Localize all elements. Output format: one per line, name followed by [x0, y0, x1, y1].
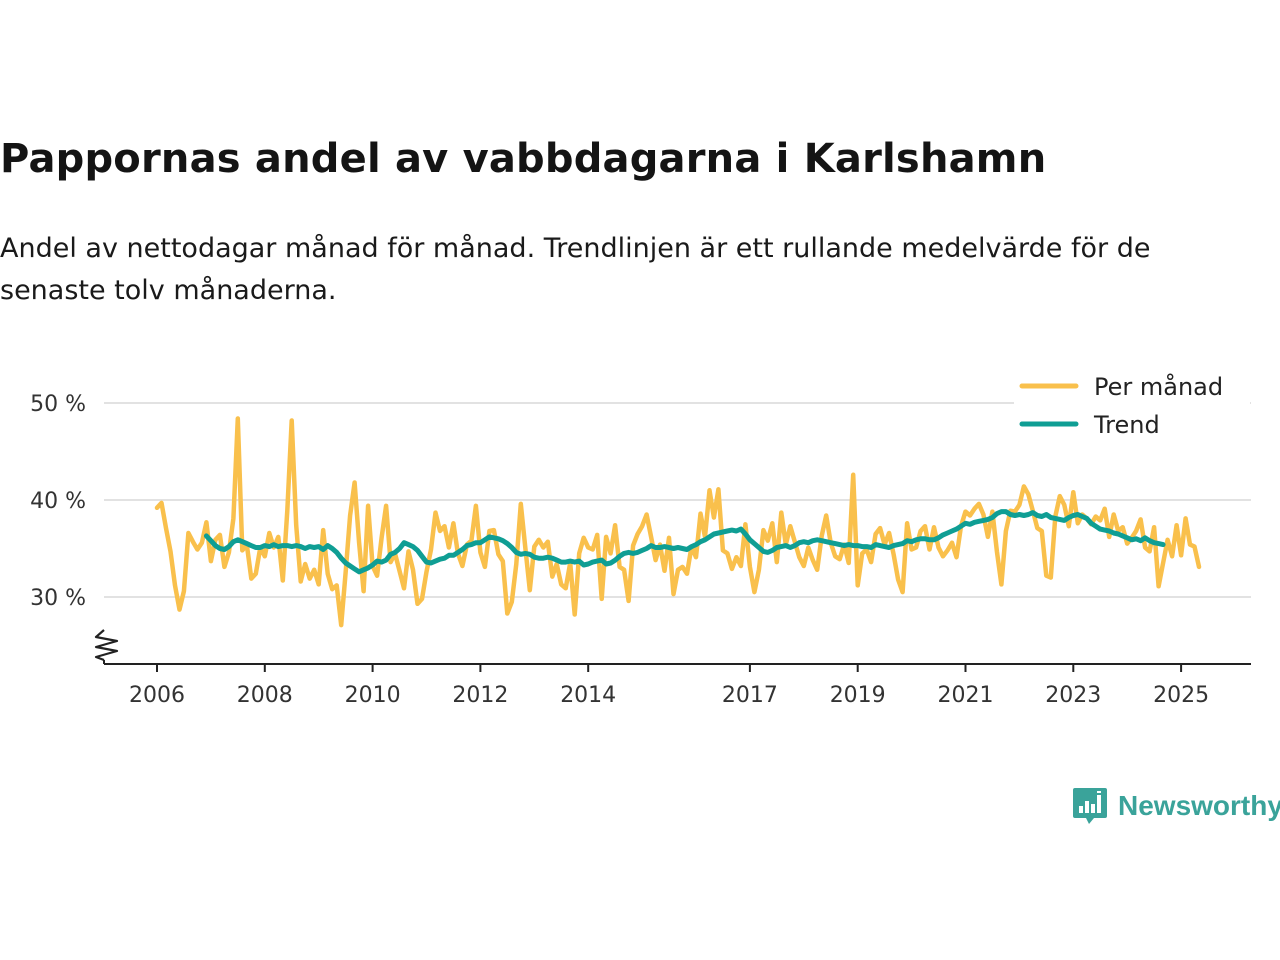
series-line-per-manad — [154, 416, 1202, 628]
brand-name: Newsworthy — [1118, 790, 1280, 821]
x-tick-label: 2019 — [830, 683, 886, 708]
series-line-trend — [203, 509, 1166, 575]
chart-title: Pappornas andel av vabbdagarna i Karlsha… — [0, 136, 1047, 182]
x-tick-label: 2025 — [1153, 683, 1209, 708]
x-tick-label: 2023 — [1045, 683, 1101, 708]
x-tick-label: 2017 — [722, 683, 778, 708]
x-tick-label: 2006 — [129, 683, 185, 708]
x-tick-label: 2012 — [452, 683, 508, 708]
newsworthy-brand: Newsworthy — [1072, 786, 1280, 826]
legend-label-per-manad: Per månad — [1094, 372, 1223, 401]
axis-break-icon — [94, 629, 119, 662]
legend: Per månad Trend — [1014, 365, 1250, 453]
y-tick-label: 40 % — [30, 489, 86, 514]
x-tick-label: 2021 — [938, 683, 994, 708]
legend-background — [1014, 365, 1250, 453]
y-tick-label: 50 % — [30, 392, 86, 417]
x-tick-label: 2008 — [237, 683, 293, 708]
newsworthy-logo-icon — [1073, 788, 1107, 824]
x-tick-label: 2014 — [560, 683, 616, 708]
y-axis-ticks: 30 % 40 % 50 % — [30, 392, 86, 611]
line-chart: 30 % 40 % 50 % 2006 2008 2010 2012 2014 2017 201… — [30, 365, 1251, 708]
chart-subtitle: Andel av nettodagar månad för månad. Tre… — [0, 233, 1151, 306]
series-lines — [154, 416, 1202, 628]
x-tick-label: 2010 — [345, 683, 401, 708]
x-axis-ticks: 2006 2008 2010 2012 2014 2017 2019 2021 2023 2025 — [129, 664, 1209, 708]
y-tick-label: 30 % — [30, 586, 86, 611]
legend-label-trend: Trend — [1093, 411, 1160, 439]
